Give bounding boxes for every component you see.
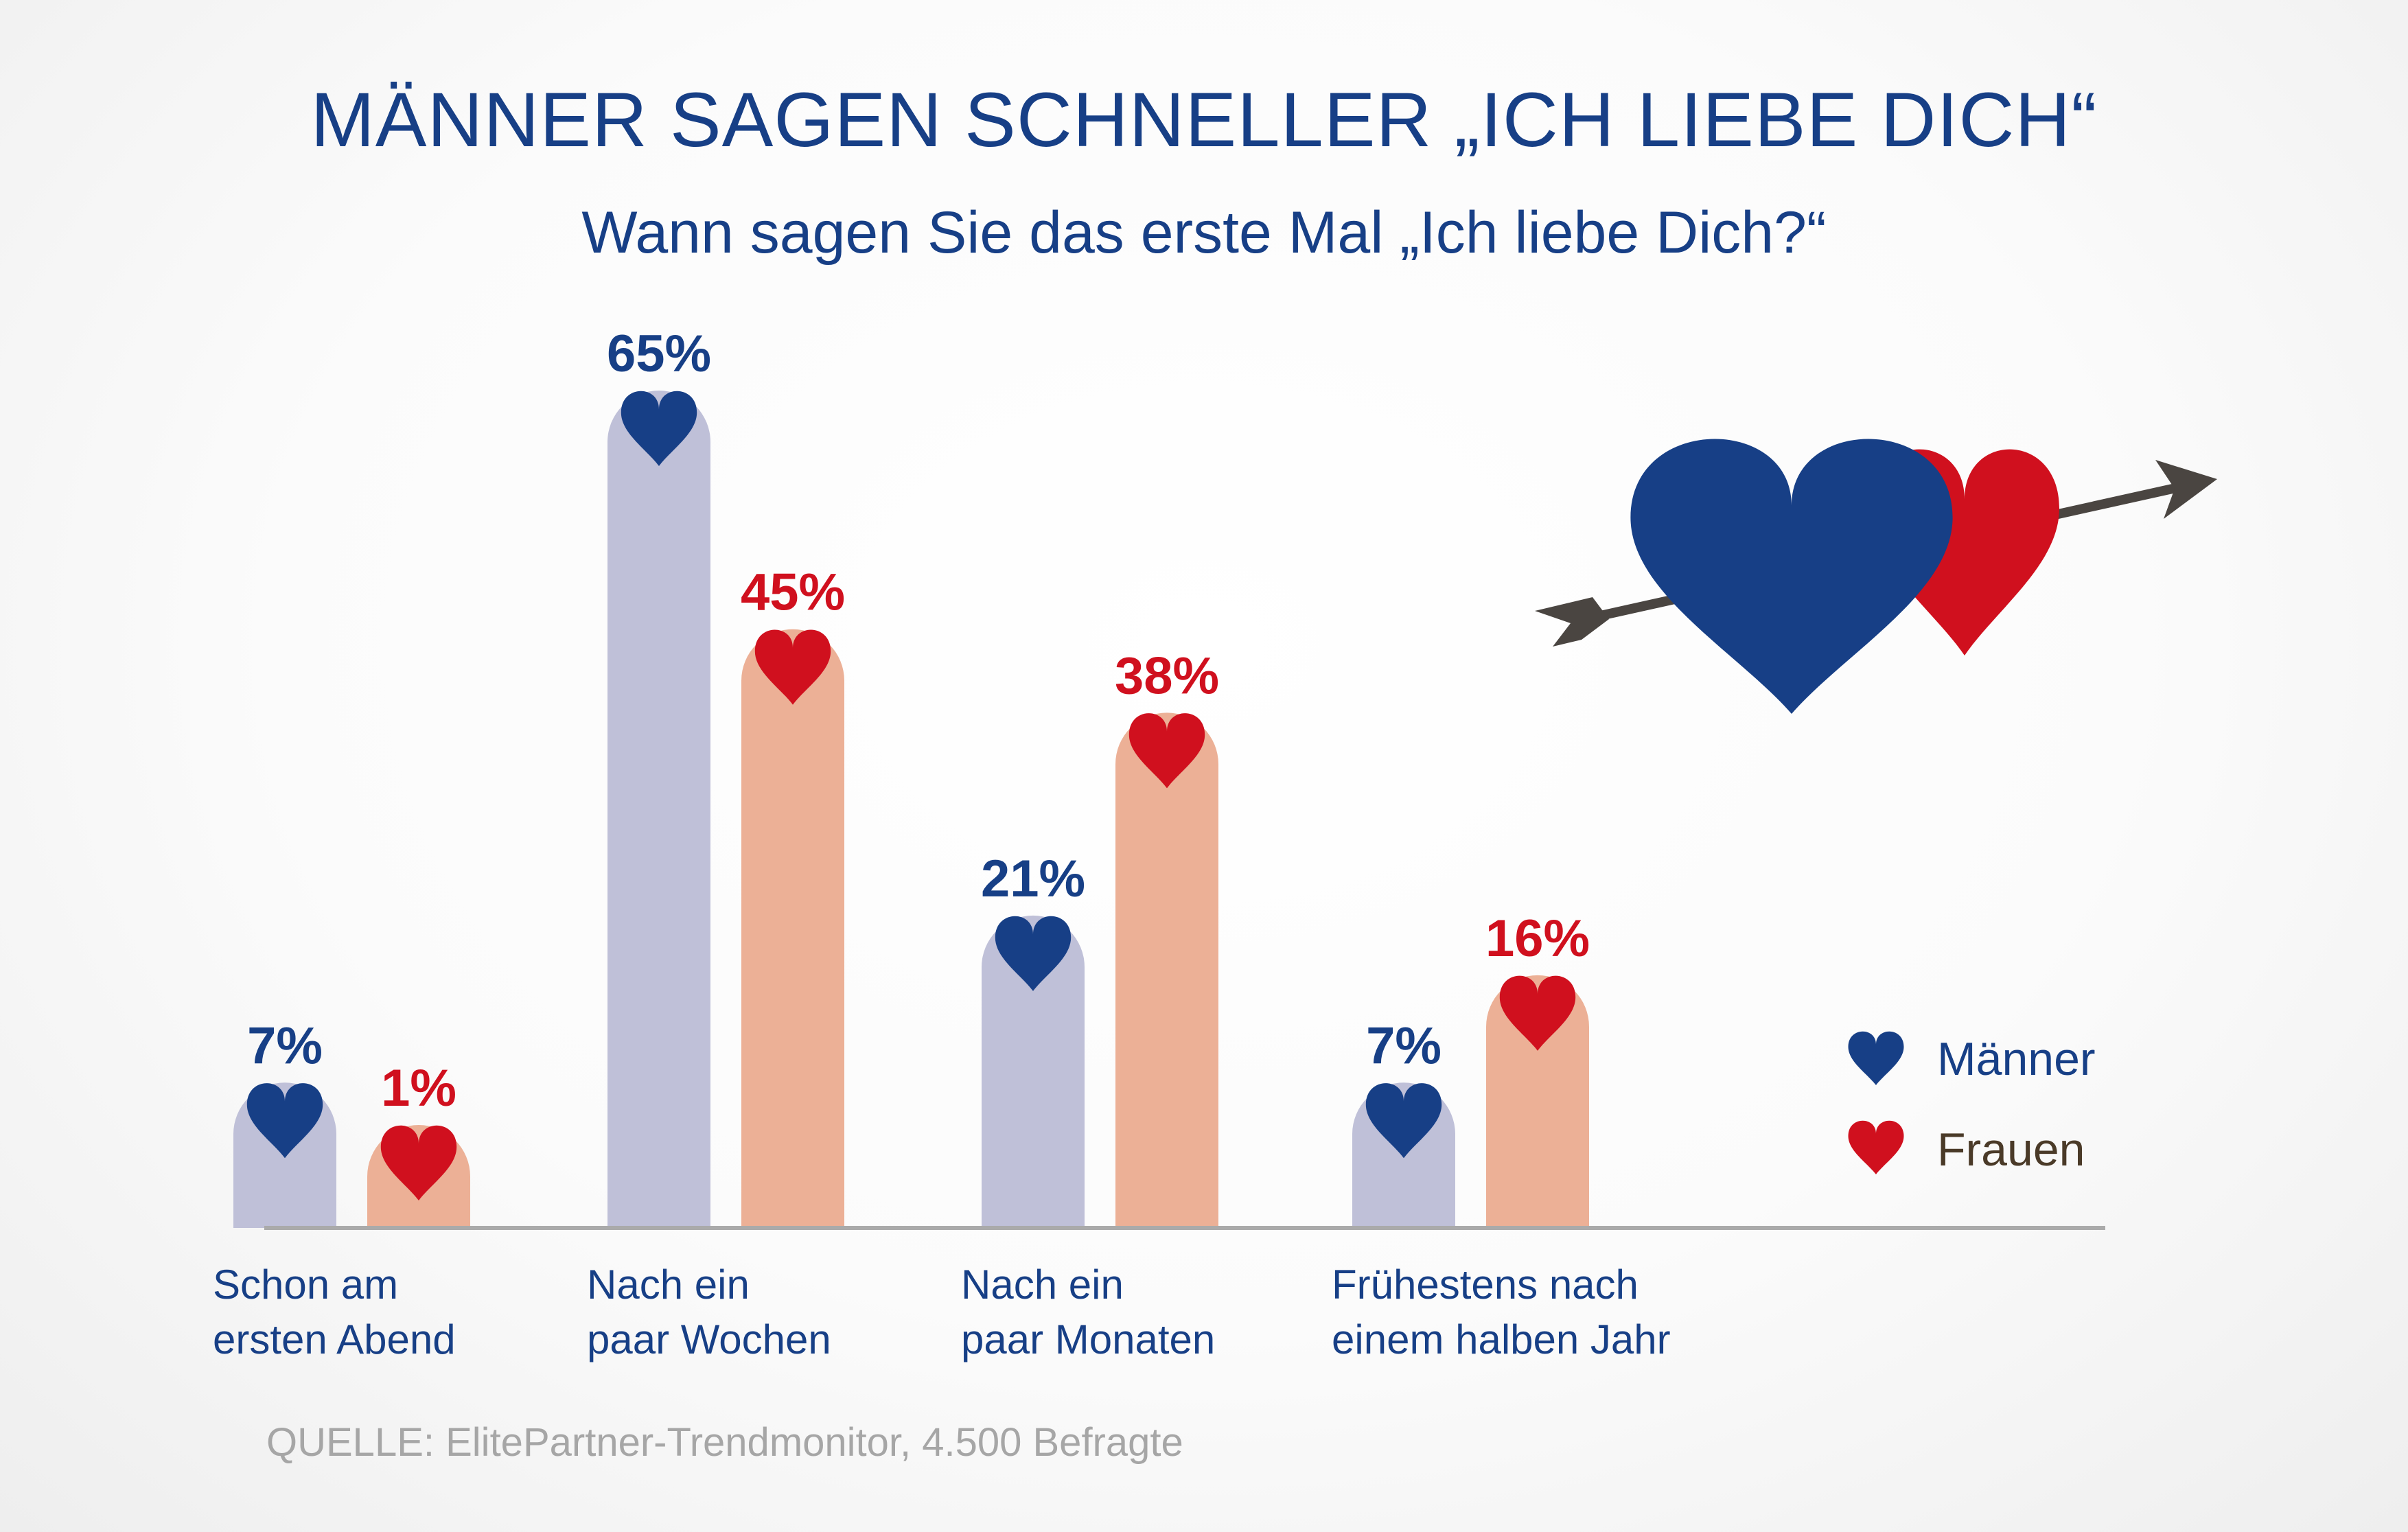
value-label-frauen-3: 16% — [1485, 909, 1590, 968]
arrow-head — [2155, 460, 2217, 519]
category-label-1-line-1: paar Wochen — [587, 1316, 831, 1362]
category-label-2-line-1: paar Monaten — [961, 1316, 1215, 1362]
heart-icon — [246, 1083, 323, 1159]
category-label-0-line-1: ersten Abend — [213, 1316, 456, 1362]
source-note: QUELLE: ElitePartner-Trendmonitor, 4.500… — [266, 1420, 1183, 1465]
bar-maenner-1 — [607, 391, 710, 1228]
value-label-maenner-2: 21% — [981, 850, 1085, 908]
value-label-frauen-2: 38% — [1115, 647, 1219, 705]
heart-icon — [380, 1125, 457, 1200]
chart-title: MÄNNER SAGEN SCHNELLER „ICH LIEBE DICH“ — [310, 77, 2098, 163]
value-label-maenner-3: 7% — [1366, 1017, 1442, 1075]
bar-frauen-3 — [1486, 975, 1589, 1228]
heart-icon — [995, 916, 1072, 991]
legend-label-maenner: Männer — [1937, 1033, 2096, 1085]
hearts-with-arrow-icon — [1535, 439, 2217, 714]
value-label-maenner-0: 7% — [247, 1017, 323, 1075]
heart-icon — [621, 391, 697, 466]
blue-heart-icon — [1630, 439, 1953, 714]
bar-frauen-1 — [741, 629, 844, 1228]
value-label-frauen-1: 45% — [741, 564, 845, 622]
legend-item-frauen: Frauen — [1848, 1120, 2085, 1176]
heart-icon — [754, 629, 831, 705]
bar-maenner-2 — [982, 915, 1085, 1228]
legend: Männer Frauen — [1848, 1031, 2096, 1176]
legend-item-maenner: Männer — [1848, 1031, 2096, 1085]
category-label-2-line-0: Nach ein — [961, 1262, 1124, 1308]
chart-subtitle: Wann sagen Sie das erste Mal „Ich liebe … — [581, 200, 1827, 266]
heart-icon — [1365, 1083, 1442, 1159]
bar-frauen-2 — [1115, 712, 1218, 1228]
heart-icon — [1848, 1031, 1904, 1085]
category-label-3-line-1: einem halben Jahr — [1332, 1316, 1671, 1362]
labels-layer: 7% 65% 21% 7% 1% 45% 38% 16% Schon am ersten Aben… — [213, 325, 1671, 1362]
value-label-maenner-1: 65% — [607, 325, 711, 383]
heart-icon — [1499, 975, 1576, 1051]
bars-layer — [233, 391, 1589, 1228]
category-label-0-line-0: Schon am — [213, 1262, 398, 1308]
legend-label-frauen: Frauen — [1937, 1124, 2085, 1176]
category-label-3-line-0: Frühestens nach — [1332, 1262, 1639, 1308]
value-label-frauen-0: 1% — [381, 1059, 456, 1117]
heart-icon — [1848, 1120, 1904, 1174]
heart-icon — [1128, 713, 1205, 789]
arrow-fletching — [1535, 597, 1609, 647]
category-label-1-line-0: Nach ein — [587, 1262, 750, 1308]
